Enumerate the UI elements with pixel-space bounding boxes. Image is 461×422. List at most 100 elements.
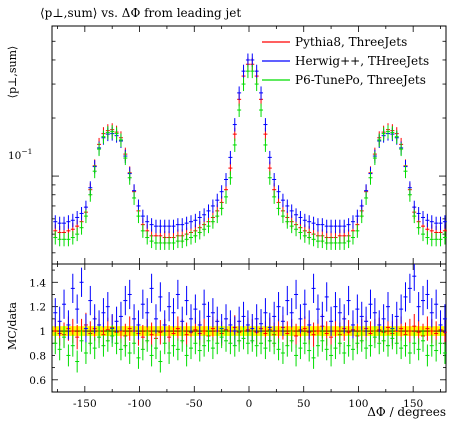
ratio-point-p6tunepo: [442, 342, 447, 364]
ratio-point-herwig: [132, 304, 137, 334]
ratio-point-herwig: [359, 301, 364, 332]
ratio-point-herwig: [167, 292, 172, 322]
data-point-p6tunepo: [337, 236, 342, 250]
ratio-y-axis-label: MC/data: [6, 302, 19, 350]
data-point-herwig: [175, 218, 180, 232]
ratio-point-herwig: [149, 273, 154, 304]
data-point-herwig: [272, 173, 277, 187]
data-point-p6tunepo: [88, 188, 93, 202]
data-point-herwig: [320, 218, 325, 232]
ratio-point-p6tunepo: [184, 344, 189, 367]
ratio-point-herwig: [92, 304, 97, 334]
ratio-point-p6tunepo: [202, 334, 207, 357]
ratio-point-p6tunepo: [329, 344, 334, 367]
data-point-p6tunepo: [180, 234, 185, 249]
data-point-herwig: [153, 219, 158, 234]
ratio-point-p6tunepo: [337, 332, 342, 355]
data-point-p6tunepo: [162, 236, 167, 250]
data-point-p6tunepo: [329, 236, 334, 250]
ratio-point-herwig: [350, 310, 355, 340]
data-point-herwig: [140, 209, 145, 224]
data-point-herwig: [355, 209, 360, 224]
data-point-p6tunepo: [101, 130, 106, 144]
ratio-point-herwig: [364, 306, 369, 336]
data-point-p6tunepo: [302, 229, 307, 243]
ratio-point-p6tunepo: [171, 334, 176, 357]
ratio-point-herwig: [425, 279, 430, 310]
ratio-point-p6tunepo: [57, 338, 62, 361]
data-point-herwig: [66, 215, 71, 229]
ratio-point-p6tunepo: [162, 332, 167, 355]
data-point-herwig: [237, 86, 242, 100]
data-point-p6tunepo: [132, 191, 137, 205]
ratio-point-herwig: [294, 279, 299, 310]
data-point-p6tunepo: [219, 201, 224, 216]
ratio-point-p6tunepo: [333, 337, 338, 360]
ratio-point-p6tunepo: [224, 329, 229, 352]
data-point-herwig: [442, 215, 447, 229]
legend-label-p6tunepo: P6-TunePo, ThreeJets: [295, 73, 426, 87]
data-point-herwig: [158, 219, 163, 234]
data-point-p6tunepo: [280, 209, 285, 224]
data-point-p6tunepo: [416, 221, 421, 235]
data-point-p6tunepo: [228, 171, 233, 185]
data-point-herwig: [315, 218, 320, 232]
ratio-point-p6tunepo: [206, 329, 211, 352]
ratio-point-herwig: [407, 273, 412, 304]
ratio-point-pythia8: [184, 322, 189, 347]
data-point-p6tunepo: [298, 226, 303, 240]
data-point-p6tunepo: [377, 133, 382, 147]
ratio-point-pythia8: [294, 323, 299, 349]
ratio-point-herwig: [320, 301, 325, 332]
ratio-point-herwig: [105, 292, 110, 322]
ratio-point-p6tunepo: [364, 337, 369, 360]
data-point-p6tunepo: [206, 219, 211, 234]
ratio-point-p6tunepo: [294, 344, 299, 367]
data-point-p6tunepo: [403, 164, 408, 179]
ratio-point-p6tunepo: [66, 344, 71, 367]
ratio-point-herwig: [333, 292, 338, 322]
data-point-p6tunepo: [324, 236, 329, 250]
data-point-herwig: [333, 219, 338, 234]
data-point-herwig: [219, 185, 224, 199]
data-point-p6tunepo: [399, 142, 404, 157]
ratio-point-herwig: [434, 289, 439, 319]
ratio-point-herwig: [241, 301, 246, 332]
ratio-point-p6tunepo: [175, 338, 180, 361]
data-point-herwig: [53, 215, 58, 229]
ratio-point-herwig: [140, 289, 145, 319]
ratio-axis-ticks: -150 -100 -50 0 50 100 150 0.6 0.8 1 1.2 1.4: [29, 264, 446, 410]
data-point-p6tunepo: [158, 236, 163, 250]
data-point-herwig: [162, 219, 167, 234]
data-point-p6tunepo: [193, 229, 198, 243]
ratio-point-herwig: [263, 298, 268, 328]
ratio-point-p6tunepo: [320, 329, 325, 352]
ratio-point-p6tunepo: [145, 329, 150, 352]
data-point-herwig: [145, 215, 150, 229]
data-point-p6tunepo: [66, 232, 71, 247]
ratio-point-p6tunepo: [97, 326, 102, 349]
data-point-p6tunepo: [53, 231, 58, 245]
data-point-p6tunepo: [92, 164, 97, 179]
data-point-p6tunepo: [412, 209, 417, 224]
ratio-point-p6tunepo: [381, 329, 386, 352]
ratio-point-p6tunepo: [267, 329, 272, 352]
ratio-point-herwig: [416, 292, 421, 322]
ratio-point-p6tunepo: [92, 337, 97, 360]
data-point-p6tunepo: [434, 232, 439, 247]
data-point-herwig: [70, 213, 75, 228]
ratio-point-pythia8: [149, 322, 154, 347]
data-point-p6tunepo: [333, 236, 338, 250]
data-point-p6tunepo: [272, 190, 277, 204]
ratio-point-herwig: [158, 282, 163, 312]
data-point-herwig: [171, 219, 176, 234]
ratio-point-herwig: [346, 285, 351, 316]
ratio-point-herwig: [272, 301, 277, 332]
data-point-herwig: [429, 215, 434, 229]
data-point-p6tunepo: [407, 188, 412, 202]
data-point-p6tunepo: [118, 133, 123, 147]
ratio-point-p6tunepo: [324, 338, 329, 361]
data-point-p6tunepo: [429, 232, 434, 247]
ratio-point-herwig: [311, 273, 316, 304]
